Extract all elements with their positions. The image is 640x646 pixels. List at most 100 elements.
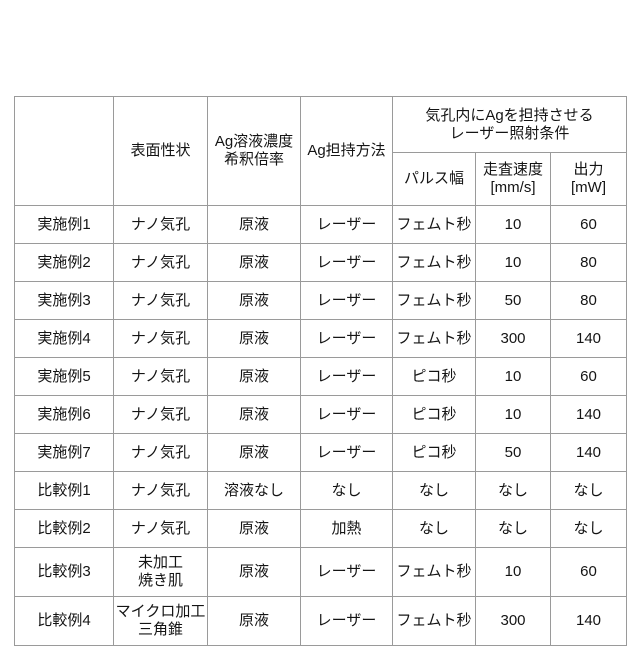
cell-surface-property: マイクロ加工三角錐 <box>114 597 208 646</box>
cell-scan-speed: なし <box>476 472 551 510</box>
table-row: 実施例2ナノ気孔原液レーザーフェムト秒1080 <box>15 244 627 282</box>
cell-ag-loading-method: レーザー <box>301 282 393 320</box>
cell-pulse-width: フェムト秒 <box>393 548 476 597</box>
cell-surface-property: ナノ気孔 <box>114 434 208 472</box>
cell-example: 比較例1 <box>15 472 114 510</box>
table-row: 実施例4ナノ気孔原液レーザーフェムト秒300140 <box>15 320 627 358</box>
header-ag-concentration-line2: 希釈倍率 <box>209 151 299 169</box>
cell-surface-property: ナノ気孔 <box>114 472 208 510</box>
cell-power: 60 <box>551 548 627 597</box>
cell-ag-loading-method: レーザー <box>301 396 393 434</box>
table-row: 比較例2ナノ気孔原液加熱なしなしなし <box>15 510 627 548</box>
header-laser-group-line2: レーザー照射条件 <box>394 125 625 143</box>
header-laser-group-line1: 気孔内にAgを担持させる <box>394 107 625 125</box>
cell-surface-property: 未加工焼き肌 <box>114 548 208 597</box>
table-row: 比較例3未加工焼き肌原液レーザーフェムト秒1060 <box>15 548 627 597</box>
header-ag-concentration-line1: Ag溶液濃度 <box>209 133 299 151</box>
cell-ag-concentration: 原液 <box>208 510 301 548</box>
cell-example: 実施例4 <box>15 320 114 358</box>
cell-ag-concentration: 原液 <box>208 434 301 472</box>
cell-ag-loading-method: レーザー <box>301 320 393 358</box>
cell-scan-speed: 10 <box>476 396 551 434</box>
cell-surface-property-line2: 三角錐 <box>115 621 206 639</box>
header-laser-irradiation-group: 気孔内にAgを担持させる レーザー照射条件 <box>393 97 627 153</box>
cell-pulse-width: フェムト秒 <box>393 244 476 282</box>
header-corner-empty <box>15 97 114 206</box>
cell-pulse-width: なし <box>393 472 476 510</box>
cell-ag-concentration: 原液 <box>208 206 301 244</box>
cell-surface-property: ナノ気孔 <box>114 396 208 434</box>
table-row: 比較例4マイクロ加工三角錐原液レーザーフェムト秒300140 <box>15 597 627 646</box>
header-row-top: 表面性状 Ag溶液濃度 希釈倍率 Ag担持方法 気孔内にAgを担持させる レーザ… <box>15 97 627 153</box>
cell-example: 実施例7 <box>15 434 114 472</box>
table-row: 実施例1ナノ気孔原液レーザーフェムト秒1060 <box>15 206 627 244</box>
cell-ag-concentration: 原液 <box>208 548 301 597</box>
cell-ag-loading-method: レーザー <box>301 206 393 244</box>
cell-power: なし <box>551 510 627 548</box>
cell-ag-loading-method: レーザー <box>301 358 393 396</box>
cell-power: 80 <box>551 244 627 282</box>
cell-ag-concentration: 原液 <box>208 282 301 320</box>
cell-pulse-width: フェムト秒 <box>393 320 476 358</box>
cell-scan-speed: 50 <box>476 282 551 320</box>
cell-ag-concentration: 原液 <box>208 358 301 396</box>
cell-power: 140 <box>551 597 627 646</box>
cell-ag-loading-method: レーザー <box>301 548 393 597</box>
cell-ag-concentration: 原液 <box>208 597 301 646</box>
cell-scan-speed: 300 <box>476 597 551 646</box>
cell-surface-property-line1: 未加工 <box>115 554 206 572</box>
cell-example: 実施例5 <box>15 358 114 396</box>
cell-ag-loading-method: 加熱 <box>301 510 393 548</box>
header-power: 出力 [mW] <box>551 153 627 206</box>
header-scan-speed-line2: [mm/s] <box>477 179 549 197</box>
table-body: 実施例1ナノ気孔原液レーザーフェムト秒1060実施例2ナノ気孔原液レーザーフェム… <box>15 206 627 646</box>
header-power-line2: [mW] <box>552 179 625 197</box>
cell-scan-speed: 10 <box>476 206 551 244</box>
cell-ag-concentration: 原液 <box>208 396 301 434</box>
cell-example: 実施例3 <box>15 282 114 320</box>
cell-scan-speed: 300 <box>476 320 551 358</box>
table-row: 実施例6ナノ気孔原液レーザーピコ秒10140 <box>15 396 627 434</box>
spec-table-container: 表面性状 Ag溶液濃度 希釈倍率 Ag担持方法 気孔内にAgを担持させる レーザ… <box>14 96 626 646</box>
cell-surface-property: ナノ気孔 <box>114 320 208 358</box>
experiment-conditions-table: 表面性状 Ag溶液濃度 希釈倍率 Ag担持方法 気孔内にAgを担持させる レーザ… <box>14 96 627 646</box>
page-canvas: 表面性状 Ag溶液濃度 希釈倍率 Ag担持方法 気孔内にAgを担持させる レーザ… <box>0 0 640 640</box>
cell-ag-loading-method: レーザー <box>301 597 393 646</box>
cell-surface-property: ナノ気孔 <box>114 206 208 244</box>
cell-ag-loading-method: レーザー <box>301 434 393 472</box>
cell-scan-speed: 10 <box>476 244 551 282</box>
header-pulse-width: パルス幅 <box>393 153 476 206</box>
cell-ag-concentration: 原液 <box>208 244 301 282</box>
cell-power: 60 <box>551 206 627 244</box>
cell-pulse-width: ピコ秒 <box>393 396 476 434</box>
cell-example: 実施例2 <box>15 244 114 282</box>
cell-example: 比較例3 <box>15 548 114 597</box>
header-surface-property: 表面性状 <box>114 97 208 206</box>
cell-pulse-width: なし <box>393 510 476 548</box>
cell-power: 140 <box>551 320 627 358</box>
cell-surface-property-line1: マイクロ加工 <box>115 603 206 621</box>
header-pulse-width-line1: パルス幅 <box>394 170 474 188</box>
header-ag-concentration: Ag溶液濃度 希釈倍率 <box>208 97 301 206</box>
cell-surface-property: ナノ気孔 <box>114 510 208 548</box>
cell-scan-speed: 10 <box>476 548 551 597</box>
cell-scan-speed: 10 <box>476 358 551 396</box>
cell-ag-loading-method: なし <box>301 472 393 510</box>
cell-surface-property: ナノ気孔 <box>114 244 208 282</box>
cell-power: 80 <box>551 282 627 320</box>
table-row: 比較例1ナノ気孔溶液なしなしなしなしなし <box>15 472 627 510</box>
cell-ag-loading-method: レーザー <box>301 244 393 282</box>
cell-surface-property: ナノ気孔 <box>114 358 208 396</box>
header-ag-loading-method: Ag担持方法 <box>301 97 393 206</box>
header-power-line1: 出力 <box>552 161 625 179</box>
cell-power: 140 <box>551 396 627 434</box>
cell-pulse-width: フェムト秒 <box>393 206 476 244</box>
cell-example: 比較例2 <box>15 510 114 548</box>
cell-power: 60 <box>551 358 627 396</box>
cell-ag-concentration: 溶液なし <box>208 472 301 510</box>
cell-ag-concentration: 原液 <box>208 320 301 358</box>
cell-example: 比較例4 <box>15 597 114 646</box>
header-scan-speed: 走査速度 [mm/s] <box>476 153 551 206</box>
cell-example: 実施例6 <box>15 396 114 434</box>
cell-surface-property-line2: 焼き肌 <box>115 572 206 590</box>
